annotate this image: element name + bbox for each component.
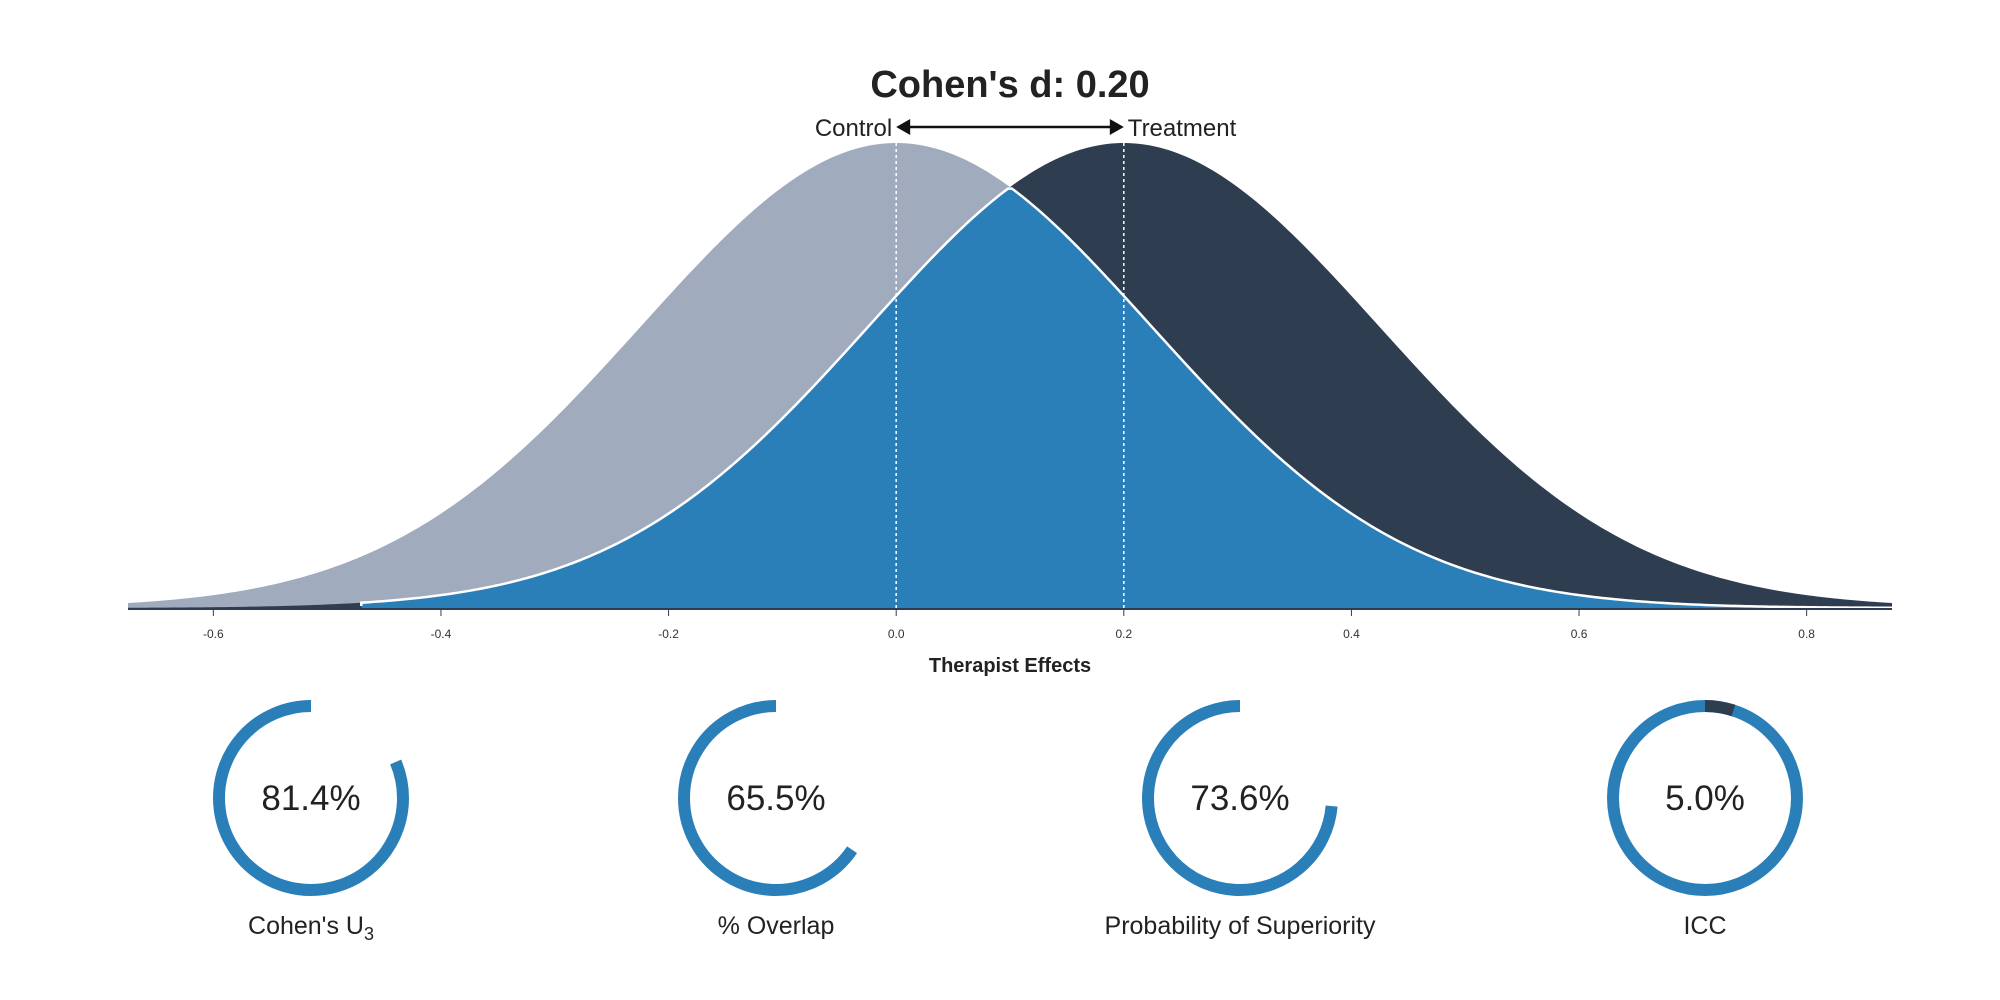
distribution-layer	[128, 143, 1893, 610]
difference-annotation: Control Treatment	[815, 115, 1237, 142]
x-tick-label: -0.2	[658, 627, 679, 641]
donut-arc	[678, 700, 858, 896]
donut-label-main: Cohen's U	[248, 912, 364, 940]
x-tick-label: 0.2	[1115, 627, 1132, 641]
metric-donuts: 81.4% Cohen's U3 65.5% % Overlap 73.6% Probab…	[213, 700, 1803, 944]
x-axis-label: Therapist Effects	[929, 655, 1091, 677]
donut-label: Cohen's U3	[248, 912, 374, 944]
donut-label-main: Probability of Superiority	[1105, 912, 1376, 940]
x-tick-label: -0.6	[203, 627, 224, 641]
donut-icc: 5.0% ICC	[1607, 700, 1803, 940]
x-tick-label: 0.6	[1571, 627, 1588, 641]
overlap-outline	[360, 187, 1893, 610]
donut-value: 73.6%	[1190, 779, 1289, 818]
donut-label-main: ICC	[1683, 912, 1726, 940]
x-tick-label: 0.8	[1798, 627, 1815, 641]
donut-arc	[1142, 700, 1338, 896]
treatment-label: Treatment	[1128, 115, 1237, 142]
x-tick-label: -0.4	[431, 627, 452, 641]
donut-value: 81.4%	[261, 779, 360, 818]
x-tick-label: 0.4	[1343, 627, 1360, 641]
donut-arc	[1704, 700, 1736, 717]
donut-value: 65.5%	[726, 779, 825, 818]
chart-title: Cohen's d: 0.20	[870, 64, 1149, 106]
arrow-head-right	[1109, 119, 1124, 135]
overlap-region	[361, 188, 1892, 608]
arrow-head-left	[896, 119, 911, 135]
donut-label: % Overlap	[718, 912, 835, 940]
donut-overlap: 65.5% % Overlap	[678, 700, 858, 940]
donut-label: ICC	[1683, 912, 1726, 940]
x-axis: -0.6 -0.4 -0.2 0.0 0.2 0.4 0.6 0.8	[128, 608, 1892, 641]
donut-label: Probability of Superiority	[1105, 912, 1376, 940]
donut-label-main: % Overlap	[718, 912, 835, 940]
donut-u3: 81.4% Cohen's U3	[213, 700, 409, 944]
x-tick-label: 0.0	[888, 627, 905, 641]
donut-arc	[213, 700, 409, 896]
donut-prob_sup: 73.6% Probability of Superiority	[1105, 700, 1376, 940]
donut-value: 5.0%	[1665, 779, 1745, 818]
control-label: Control	[815, 115, 892, 142]
donut-label-subscript: 3	[364, 924, 374, 944]
